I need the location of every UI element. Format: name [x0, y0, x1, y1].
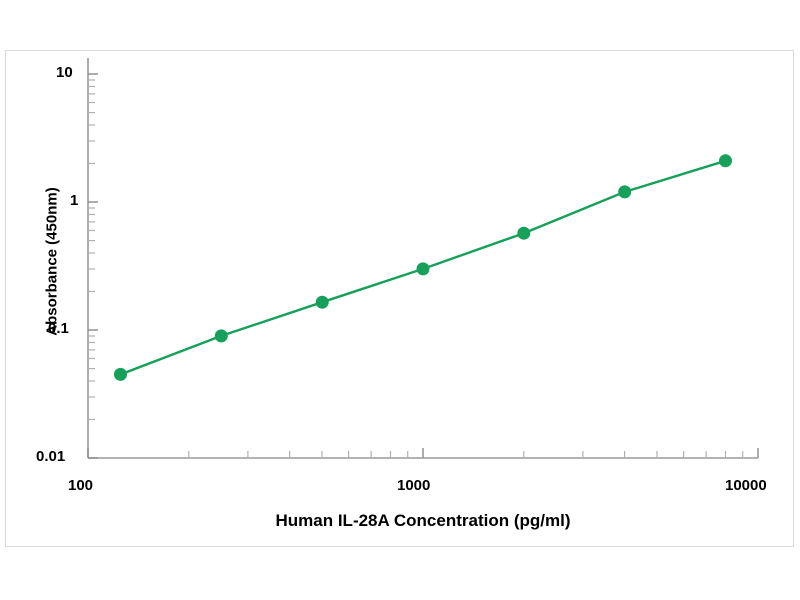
data-point-marker — [315, 295, 329, 309]
y-axis-title: Absorbance (450nm) — [43, 187, 61, 336]
y-axis-minor-ticks — [88, 79, 95, 421]
x-tick-label-10000: 10000 — [725, 477, 767, 494]
y-tick-label-0.1: 0.1 — [48, 320, 69, 337]
y-tick-label-0.01: 0.01 — [36, 448, 66, 465]
data-point-marker — [114, 367, 127, 381]
data-point-marker — [416, 262, 430, 276]
data-point-marker — [517, 226, 531, 240]
x-tick-label-100: 100 — [68, 477, 94, 494]
x-axis-minor-ticks — [188, 451, 744, 458]
x-axis-title: Human IL-28A Concentration (pg/ml) — [275, 511, 571, 530]
y-tick-label-10: 10 — [56, 64, 73, 81]
y-tick-label-1: 1 — [70, 192, 79, 209]
y-axis-major-ticks — [88, 73, 98, 459]
x-tick-label-1000: 1000 — [397, 477, 431, 494]
data-series — [114, 154, 732, 381]
data-point-marker — [618, 185, 632, 199]
x-axis-major-ticks — [87, 448, 759, 458]
plot-background — [88, 58, 758, 458]
data-point-marker — [719, 154, 732, 168]
data-point-marker — [214, 329, 228, 343]
